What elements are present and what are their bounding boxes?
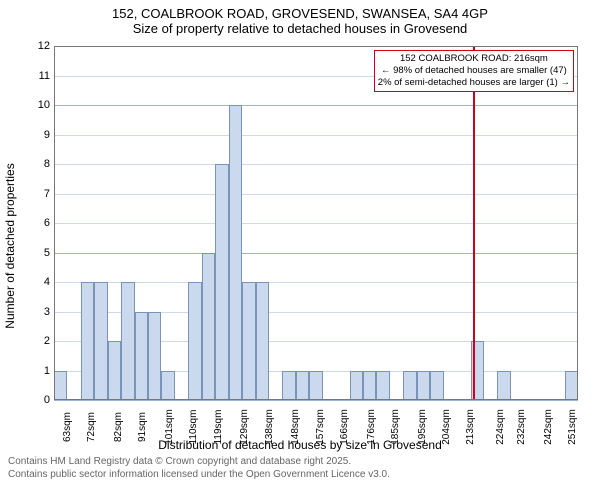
histogram-bar xyxy=(121,282,134,400)
histogram-bar xyxy=(376,371,389,401)
histogram-bar xyxy=(202,253,215,401)
y-axis-label: Number of detached properties xyxy=(3,163,17,328)
x-axis-label: Distribution of detached houses by size … xyxy=(158,438,442,452)
histogram-bar xyxy=(565,371,578,401)
histogram-bar xyxy=(417,371,430,401)
histogram-bar xyxy=(108,341,121,400)
histogram-bar xyxy=(148,312,161,401)
footer-line-2: Contains public sector information licen… xyxy=(8,469,592,482)
histogram-bar xyxy=(309,371,322,401)
annotation-callout: 152 COALBROOK ROAD: 216sqm← 98% of detac… xyxy=(374,50,574,92)
chart-title-block: 152, COALBROOK ROAD, GROVESEND, SWANSEA,… xyxy=(6,6,594,36)
y-tick-label: 0 xyxy=(28,394,50,406)
y-tick-label: 3 xyxy=(28,306,50,318)
y-tick-label: 2 xyxy=(28,335,50,347)
y-tick-label: 12 xyxy=(28,40,50,52)
plot-area: 012345678910111263sqm72sqm82sqm91sqm101s… xyxy=(54,46,578,400)
histogram-bar xyxy=(135,312,148,401)
histogram-bar xyxy=(430,371,443,401)
y-gridline xyxy=(54,164,578,165)
histogram-bar xyxy=(54,371,67,401)
x-tick-label: 72sqm xyxy=(86,412,97,442)
y-tick-label: 6 xyxy=(28,217,50,229)
y-tick-label: 7 xyxy=(28,188,50,200)
annotation-line: 2% of semi-detached houses are larger (1… xyxy=(378,77,570,89)
title-line-2: Size of property relative to detached ho… xyxy=(6,21,594,36)
x-tick-label: 242sqm xyxy=(543,409,554,445)
y-tick-label: 5 xyxy=(28,247,50,259)
x-tick-label: 232sqm xyxy=(516,409,527,445)
histogram-chart: Number of detached properties 0123456789… xyxy=(6,40,594,452)
x-tick-label: 204sqm xyxy=(441,409,452,445)
histogram-bar xyxy=(188,282,201,400)
histogram-bar xyxy=(256,282,269,400)
x-tick-label: 224sqm xyxy=(495,409,506,445)
y-tick-label: 9 xyxy=(28,129,50,141)
x-tick-label: 213sqm xyxy=(465,409,476,445)
histogram-bar xyxy=(81,282,94,400)
histogram-bar xyxy=(497,371,510,401)
annotation-line: 152 COALBROOK ROAD: 216sqm xyxy=(378,53,570,65)
y-tick-label: 4 xyxy=(28,276,50,288)
histogram-bar xyxy=(282,371,295,401)
x-tick-label: 82sqm xyxy=(113,412,124,442)
histogram-bar xyxy=(403,371,416,401)
y-tick-label: 11 xyxy=(28,70,50,82)
y-gridline xyxy=(54,135,578,136)
x-tick-label: 63sqm xyxy=(62,412,73,442)
histogram-bar xyxy=(363,371,376,401)
y-gridline xyxy=(54,194,578,195)
y-tick-label: 8 xyxy=(28,158,50,170)
x-tick-label: 251sqm xyxy=(567,409,578,445)
y-gridline xyxy=(54,46,578,47)
y-gridline xyxy=(54,223,578,224)
y-tick-label: 10 xyxy=(28,99,50,111)
histogram-bar xyxy=(242,282,255,400)
x-tick-label: 91sqm xyxy=(137,412,148,442)
footer-attribution: Contains HM Land Registry data © Crown c… xyxy=(6,452,594,481)
footer-line-1: Contains HM Land Registry data © Crown c… xyxy=(8,456,592,469)
histogram-bar xyxy=(161,371,174,401)
histogram-bar xyxy=(350,371,363,401)
histogram-bar xyxy=(94,282,107,400)
histogram-bar xyxy=(215,164,228,400)
annotation-line: ← 98% of detached houses are smaller (47… xyxy=(378,65,570,77)
histogram-bar xyxy=(296,371,309,401)
y-gridline xyxy=(54,105,578,106)
y-gridline xyxy=(54,253,578,254)
title-line-1: 152, COALBROOK ROAD, GROVESEND, SWANSEA,… xyxy=(6,6,594,21)
histogram-bar xyxy=(229,105,242,400)
y-tick-label: 1 xyxy=(28,365,50,377)
y-gridline xyxy=(54,400,578,401)
subject-marker-line xyxy=(473,46,475,400)
